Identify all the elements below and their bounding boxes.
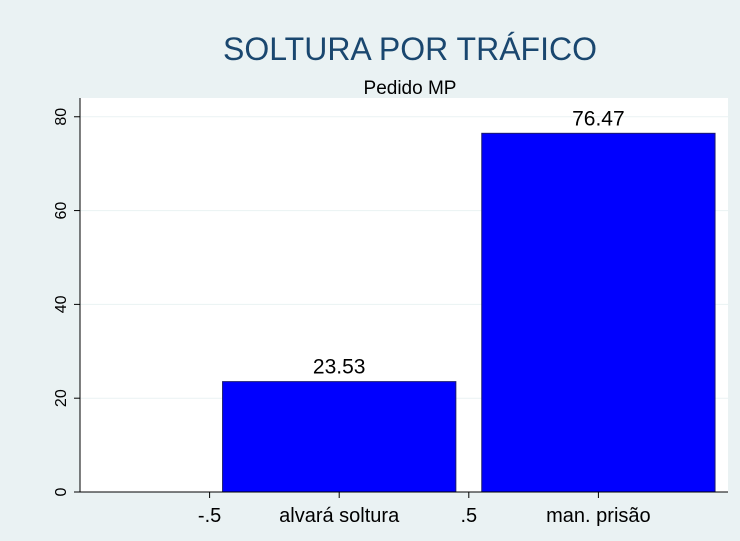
x-tick-label: -.5 [198, 505, 221, 527]
bar [222, 381, 457, 493]
data-label: 23.53 [313, 356, 366, 379]
bar [481, 132, 716, 493]
y-tick-label: 80 [53, 108, 70, 126]
y-tick-label: 20 [53, 389, 70, 407]
y-tick-label: 60 [53, 202, 70, 220]
x-tick-label: man. prisão [546, 505, 651, 527]
data-label: 76.47 [572, 107, 625, 130]
chart-title: SOLTURA POR TRÁFICO [223, 31, 597, 67]
chart-subtitle: Pedido MP [364, 78, 457, 99]
x-tick-label: .5 [460, 505, 477, 527]
x-tick-label: alvará soltura [279, 505, 400, 527]
y-tick-label: 40 [53, 295, 70, 313]
y-tick-label: 0 [53, 487, 70, 496]
